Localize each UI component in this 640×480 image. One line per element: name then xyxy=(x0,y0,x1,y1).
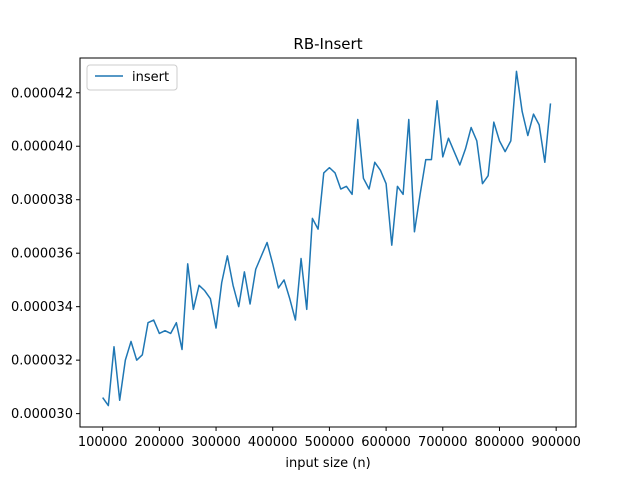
legend: insert xyxy=(86,64,178,91)
series-line-insert xyxy=(102,70,552,407)
x-tick-label: 400000 xyxy=(248,435,298,450)
series-layer xyxy=(102,70,552,407)
plot-frame xyxy=(79,57,577,428)
plot-area xyxy=(79,57,577,428)
x-tick-label: 100000 xyxy=(78,435,128,450)
y-tick-label: 0.000036 xyxy=(11,247,73,262)
y-tick-label: 0.000040 xyxy=(11,140,73,155)
x-tick-label: 500000 xyxy=(305,435,355,450)
x-tick-label: 700000 xyxy=(418,435,468,450)
chart-title: RB-Insert xyxy=(293,35,362,53)
x-tick-label: 200000 xyxy=(135,435,185,450)
x-axis-title: input size (n) xyxy=(285,456,370,471)
legend-box xyxy=(86,64,178,91)
x-tick-label: 900000 xyxy=(531,435,581,450)
x-tick-label: 600000 xyxy=(361,435,411,450)
y-axis: 0.000030 0.000032 0.000034 0.000036 0.000038… xyxy=(11,86,80,422)
x-axis: 100000 200000 300000 400000 500000 600000 7000… xyxy=(78,427,581,450)
y-tick-label: 0.000030 xyxy=(11,407,73,422)
y-tick-label: 0.000034 xyxy=(11,300,73,315)
y-tick-label: 0.000038 xyxy=(11,193,73,208)
y-tick-label: 0.000032 xyxy=(11,354,73,369)
y-tick-label: 0.000042 xyxy=(11,86,73,101)
x-tick-label: 300000 xyxy=(191,435,241,450)
x-tick-label: 800000 xyxy=(475,435,525,450)
legend-label: insert xyxy=(132,70,169,85)
